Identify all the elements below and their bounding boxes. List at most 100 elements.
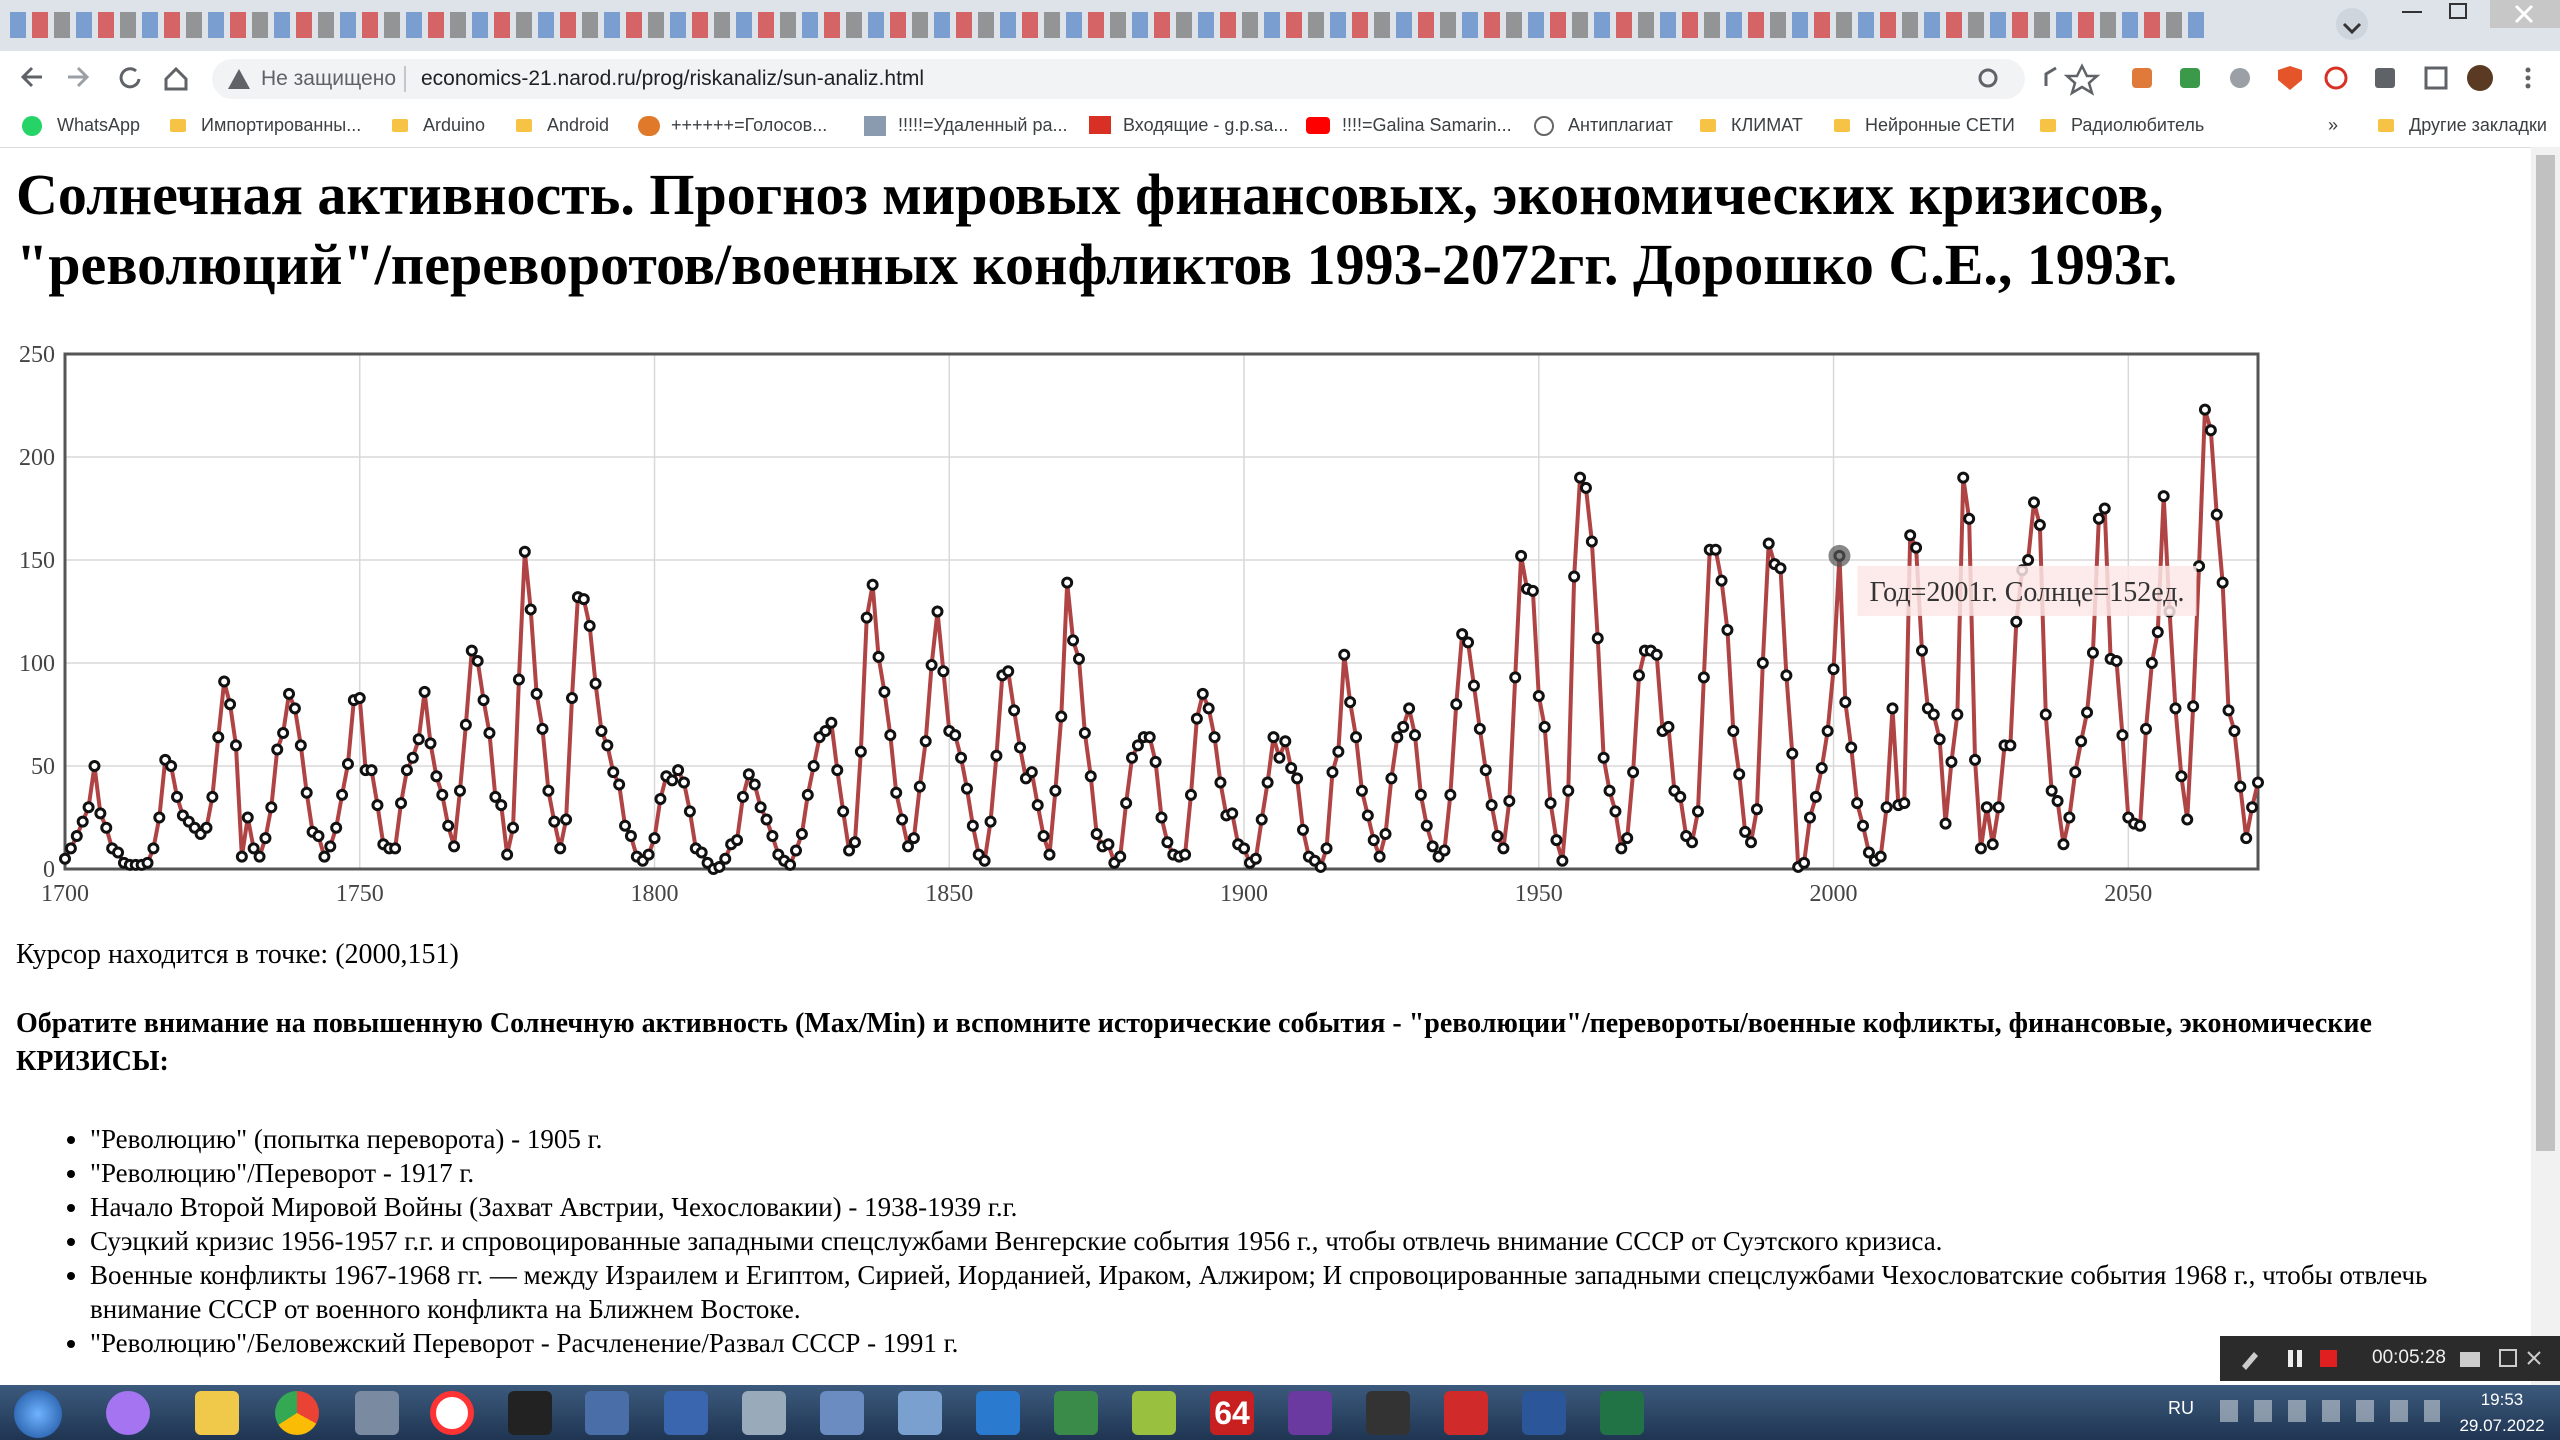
tray-icons[interactable] (2220, 1400, 2440, 1422)
clock-date[interactable]: 29.07.2022 (2459, 1416, 2545, 1435)
data-point (2134, 819, 2147, 832)
data-point (2240, 832, 2253, 845)
data-point (1756, 657, 1769, 669)
bookmark[interactable]: Другие закладки (2409, 115, 2547, 135)
data-point (1261, 776, 1274, 789)
tab-favicons[interactable] (10, 12, 2210, 38)
data-point (960, 782, 973, 795)
data-point (59, 852, 71, 865)
more-bookmarks[interactable]: » (2328, 115, 2339, 135)
data-point (1379, 827, 1392, 840)
cursor-text: Курсор находится в точке: (2000,151) (16, 939, 459, 970)
folder-icon (2378, 119, 2394, 132)
data-point (1780, 669, 1793, 682)
data-point (448, 840, 461, 853)
app-icon[interactable] (1288, 1391, 1332, 1435)
app-icon[interactable] (195, 1391, 239, 1435)
data-point (336, 788, 349, 801)
bookmark[interactable]: Входящие - g.p.sa... (1123, 115, 1289, 135)
event-item: "Революцию"/Беловежский Переворот - Расч… (90, 1326, 2510, 1360)
data-point (1255, 813, 1268, 826)
url[interactable]: economics-21.narod.ru/prog/riskanaliz/su… (421, 67, 925, 90)
bookmark[interactable]: Android (547, 115, 610, 135)
data-point (1674, 790, 1687, 803)
bookmark[interactable]: ++++++=Голосов... (671, 115, 828, 135)
data-point (760, 813, 773, 826)
folder-icon (2040, 119, 2056, 132)
bookmark-icon (1306, 117, 1330, 134)
app-icon[interactable] (1522, 1391, 1566, 1435)
y-tick-label: 250 (19, 342, 55, 368)
bookmark[interactable]: !!!!!=Удаленный ра... (898, 115, 1068, 135)
bookmark-icon (638, 116, 660, 136)
data-point (1621, 832, 1634, 845)
data-point (807, 760, 820, 772)
app-icon[interactable] (1132, 1391, 1176, 1435)
app-icon[interactable] (976, 1391, 1020, 1435)
data-point (1332, 745, 1345, 758)
data-point (1945, 755, 1958, 768)
x-tick-label: 1900 (1220, 881, 1268, 907)
scrollbar-thumb[interactable] (2536, 155, 2555, 1151)
data-point (1845, 741, 1858, 754)
data-point (890, 786, 903, 799)
app-icon[interactable] (275, 1391, 319, 1435)
bookmark[interactable]: Радиолюбитель (2071, 115, 2205, 135)
clock-time[interactable]: 19:53 (2480, 1390, 2524, 1409)
bookmark[interactable]: КЛИМАТ (1731, 115, 1803, 135)
window-controls[interactable] (2330, 0, 2560, 51)
data-point (64, 842, 77, 855)
bookmark[interactable]: WhatsApp (57, 115, 141, 135)
toolbar-icons[interactable] (1970, 58, 2560, 102)
app-icon[interactable] (508, 1391, 552, 1435)
app-icon[interactable] (1600, 1391, 1644, 1435)
start-button[interactable] (14, 1390, 62, 1438)
bookmark[interactable]: !!!!=Galina Samarin... (1342, 115, 1512, 135)
bookmark[interactable]: Импортированны... (201, 115, 362, 135)
bookmark[interactable]: Arduino (423, 115, 486, 135)
app-icon[interactable] (430, 1391, 474, 1435)
data-point (1037, 830, 1050, 843)
app-icon[interactable] (742, 1391, 786, 1435)
data-point (583, 619, 596, 632)
address-bar[interactable] (212, 59, 2025, 99)
data-point (2033, 518, 2046, 531)
data-point (112, 846, 125, 859)
data-point (1880, 801, 1893, 814)
recorder-controls[interactable] (2220, 1336, 2560, 1381)
data-point (1367, 834, 1380, 847)
data-point (1497, 842, 1510, 855)
nav-buttons[interactable] (0, 51, 210, 104)
event-item: Военные конфликты 1967-1968 гг. — между … (90, 1258, 2510, 1326)
app-icon[interactable] (355, 1391, 399, 1435)
app-icon[interactable] (1366, 1391, 1410, 1435)
data-point (206, 790, 219, 803)
app-icon[interactable] (585, 1391, 629, 1435)
data-point (453, 784, 466, 797)
x-tick-label: 1800 (631, 881, 679, 907)
data-point (536, 722, 549, 735)
warning-icon (228, 69, 250, 89)
data-point (1114, 850, 1127, 863)
data-point (1196, 687, 1209, 700)
page-title: Солнечная активность. Прогноз мировых фи… (16, 162, 2178, 297)
data-point (1874, 850, 1887, 863)
bookmark[interactable]: Антиплагиат (1568, 115, 1673, 135)
x-tick-label: 1700 (41, 881, 89, 907)
data-point (1414, 788, 1427, 801)
bookmark[interactable]: Нейронные СЕТИ (1865, 115, 2015, 135)
app-icon[interactable] (106, 1391, 150, 1435)
security-label[interactable]: Не защищено (261, 67, 396, 90)
data-point (371, 799, 384, 812)
app-icon[interactable] (820, 1391, 864, 1435)
app-icon[interactable]: 64 (1210, 1391, 1254, 1435)
data-point (471, 654, 484, 667)
app-icon[interactable] (664, 1391, 708, 1435)
data-point (200, 821, 213, 834)
data-point (2092, 512, 2105, 525)
app-icon[interactable] (898, 1391, 942, 1435)
app-icon[interactable] (1054, 1391, 1098, 1435)
data-point (1526, 584, 1539, 597)
language[interactable]: RU (2168, 1398, 2194, 1418)
app-icon[interactable] (1444, 1391, 1488, 1435)
